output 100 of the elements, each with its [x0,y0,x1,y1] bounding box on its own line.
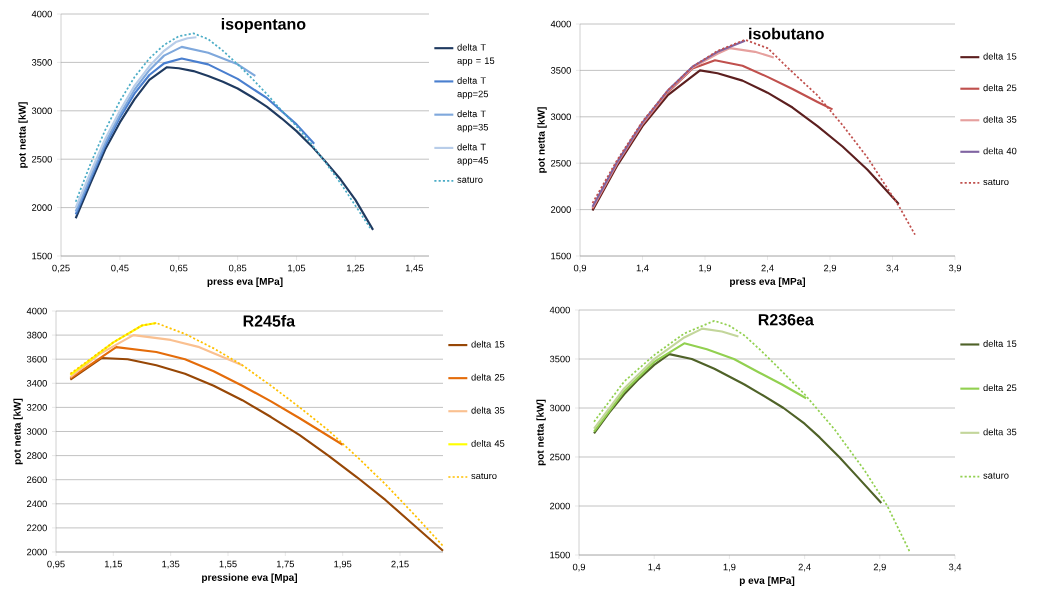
legend-label: delta 15 [983,52,1017,60]
x-tick-label: 0,25 [52,264,70,273]
legend-label: delta T app=25 [457,77,489,100]
x-tick-label: 2,15 [391,560,409,569]
legend-label: delta 25 [471,373,505,381]
line-series [591,38,916,236]
legend-label: delta 35 [983,115,1017,123]
legend-label: saturo [983,178,1009,186]
y-tick-label: 3000 [549,404,570,412]
y-tick-label: 3500 [31,59,52,66]
x-axis-title: press eva [MPa] [207,277,283,287]
y-tick-label: 3800 [26,331,47,339]
chart-title: isopentano [221,17,306,33]
legend-label: delta 15 [983,340,1017,347]
y-tick-label: 2400 [26,500,47,508]
x-tick-label: 1,15 [104,560,123,569]
y-tick-label: 3000 [31,107,52,115]
y-tick-label: 4000 [549,306,570,314]
y-tick-label: 1500 [32,252,52,260]
legend-label: delta 35 [471,406,505,414]
y-axis-title: pot netta [kW] [536,399,546,466]
x-tick-label: 0,65 [170,264,188,273]
legend-label: delta T app=45 [457,143,489,166]
y-tick-label: 4000 [31,10,52,18]
line-series [592,353,883,505]
line-series [74,57,316,216]
line-series [74,66,375,231]
legend-label: delta 45 [471,439,505,447]
y-tick-label: 3400 [26,380,47,387]
x-tick-label: 1,9 [699,264,712,273]
x-tick-label: 1,4 [636,264,649,273]
x-tick-label: 0,9 [573,264,587,273]
chart-title: isobutano [749,27,824,40]
x-tick-label: 3,4 [886,264,899,273]
y-tick-label: 3500 [550,67,571,74]
x-tick-label: 0,95 [47,560,65,569]
line-series [74,32,371,229]
x-tick-label: 3,4 [948,563,962,572]
line-series [69,334,244,379]
y-tick-label: 2000 [551,206,571,213]
x-axis-title: pressione eva [Mpa] [202,573,297,583]
y-tick-label: 2000 [31,204,52,211]
y-tick-label: 2500 [549,453,570,461]
x-tick-label: 2,9 [823,264,837,273]
chart-title: R245fa [243,314,296,327]
legend-label: saturo [983,472,1009,479]
line-series [69,346,344,446]
x-tick-label: 1,95 [334,560,352,569]
y-tick-label: 2600 [26,476,47,483]
x-axis-title: press eva [MPa] [730,277,805,287]
x-tick-label: 1,05 [288,264,306,273]
legend-label: delta T app = 15 [457,43,495,66]
chart-title: R236ea [758,314,814,326]
line-series [69,356,445,552]
x-tick-label: 3,9 [948,264,962,273]
x-tick-label: 1,25 [347,264,365,273]
legend-label: delta T app=35 [457,110,489,133]
x-tick-label: 1,55 [219,560,237,569]
y-tick-label: 4000 [26,307,47,315]
y-tick-label: 1500 [551,252,571,260]
line-series [591,69,900,212]
y-axis-title: pot netta [kW] [13,398,23,465]
x-tick-label: 1,4 [648,563,661,572]
legend-label: delta 40 [983,147,1017,155]
legend-label: saturo [457,176,483,183]
x-tick-label: 2,9 [873,563,886,572]
x-tick-label: 0,9 [572,563,586,572]
legend-label: delta 25 [983,384,1017,392]
y-tick-label: 2500 [551,159,571,167]
line-series [69,321,158,376]
y-tick-label: 2000 [549,502,570,510]
legend-label: delta 35 [983,428,1017,436]
y-tick-label: 2500 [31,155,52,163]
legend-label: delta 15 [471,340,505,348]
line-series [74,45,257,213]
y-axis-title: pot netta [kW] [537,107,547,173]
x-axis-title: p eva [MPa] [739,576,795,586]
line-series [592,327,740,430]
x-tick-label: 2,4 [798,563,811,572]
y-tick-label: 3000 [26,428,47,435]
y-tick-label: 3500 [549,355,570,363]
line-series [74,36,198,209]
legend-label: saturo [471,472,497,480]
x-tick-label: 1,35 [162,560,180,569]
y-tick-label: 3000 [550,113,571,121]
y-tick-label: 2800 [26,452,47,459]
x-tick-label: 2,4 [761,264,774,273]
y-tick-label: 2200 [26,524,47,532]
y-tick-label: 1500 [550,551,570,559]
x-tick-label: 1,45 [405,264,423,273]
y-tick-label: 4000 [550,20,571,28]
y-tick-label: 3600 [26,355,47,363]
line-series [591,39,747,208]
y-axis-title: pot netta [kW] [18,102,28,168]
y-tick-label: 3200 [26,404,47,411]
line-series [591,47,775,209]
x-tick-label: 0,45 [111,264,129,273]
x-tick-label: 1,9 [723,563,736,572]
legend-label: delta 25 [983,84,1017,92]
y-tick-label: 2000 [26,548,47,556]
